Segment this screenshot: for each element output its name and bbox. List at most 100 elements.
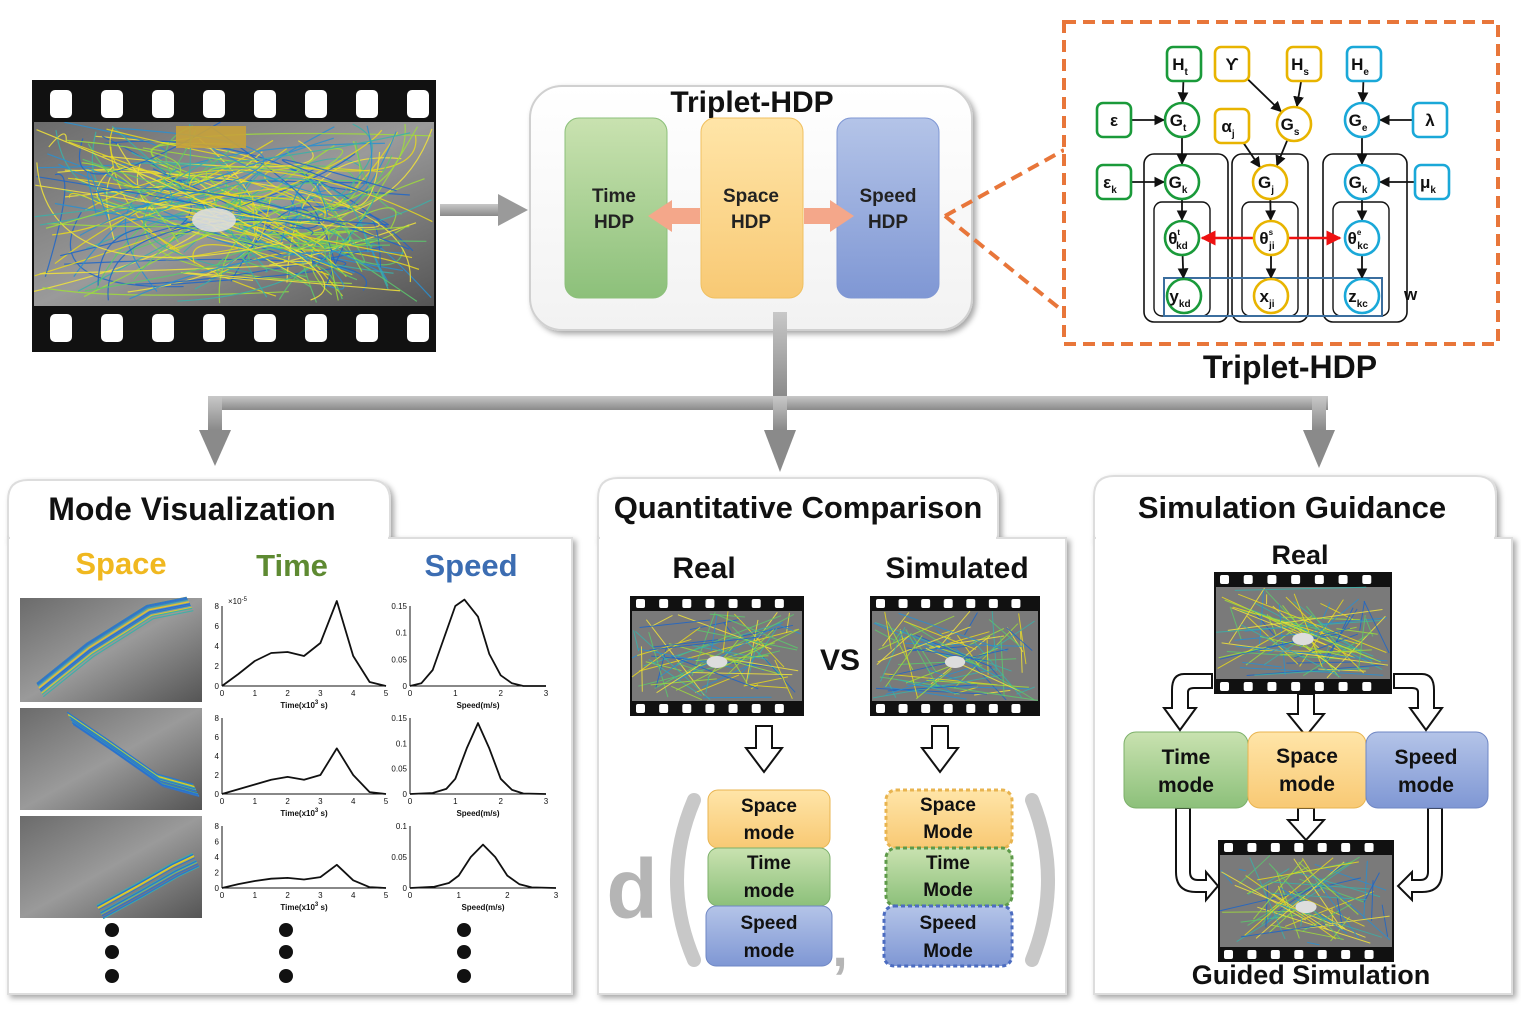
trajectory — [1253, 610, 1277, 638]
trajectory — [883, 673, 998, 686]
film-hole — [876, 704, 885, 713]
svg-text:Mode: Mode — [923, 880, 973, 901]
film-hole — [921, 704, 931, 713]
film-hole — [1291, 682, 1301, 691]
trajectory — [874, 629, 895, 641]
node-shape — [1213, 45, 1251, 83]
film-hole — [407, 314, 429, 342]
trajectory — [727, 629, 775, 675]
svg-text:Speed: Speed — [424, 548, 517, 583]
x-tick-label: 4 — [351, 689, 356, 698]
trajectory — [63, 174, 173, 212]
svg-text:Time: Time — [926, 853, 970, 874]
trajectory — [92, 188, 410, 250]
trajectory — [879, 676, 1039, 701]
trajectory — [635, 630, 711, 701]
trajectory — [898, 612, 1008, 652]
real-video-film — [630, 596, 804, 716]
node-eps: ε — [1095, 101, 1133, 139]
x-tick-label: 0 — [220, 891, 225, 900]
trajectory — [1020, 631, 1023, 673]
film-hole — [1362, 575, 1372, 584]
film-hole — [636, 704, 645, 713]
y-tick-label: 8 — [215, 602, 220, 611]
node-shape — [1252, 219, 1290, 257]
svg-text:Speed: Speed — [1394, 746, 1457, 769]
film-hole — [1364, 843, 1374, 852]
svg-text:Space: Space — [1276, 745, 1338, 768]
input-video-filmstrip — [32, 80, 436, 352]
node-shape — [1343, 277, 1381, 315]
svg-text:mode: mode — [744, 823, 795, 844]
trajectory — [903, 645, 968, 652]
space-mode-trail — [36, 597, 188, 685]
trajectory — [656, 664, 701, 694]
trajectory — [991, 611, 997, 672]
x-tick-label: 4 — [351, 797, 356, 806]
trajectory — [899, 629, 997, 677]
trajectory — [370, 243, 432, 298]
film-hole — [751, 599, 761, 608]
svg-text:Speed: Speed — [859, 186, 916, 207]
trajectory — [1302, 644, 1340, 672]
node-shape — [1275, 105, 1313, 143]
x-tick-label: 2 — [498, 797, 503, 806]
quantitative-comparison-panel: Quantitative Comparison Real Simulated V… — [597, 477, 1067, 995]
node-shape — [1095, 163, 1133, 201]
film-hole — [1011, 599, 1021, 608]
trajectory — [915, 668, 952, 700]
film-hole — [774, 704, 784, 713]
trajectory — [39, 260, 313, 275]
svg-text:mode: mode — [744, 941, 795, 962]
node-shape — [1343, 101, 1381, 139]
space-mode-trail — [101, 863, 199, 917]
node-label: ϒ — [1225, 55, 1238, 74]
trajectory — [1320, 877, 1391, 941]
film-hole — [1364, 950, 1374, 959]
x-tick-label: 2 — [285, 689, 290, 698]
space-mode-trail — [66, 711, 194, 785]
trajectory — [1336, 894, 1343, 926]
trajectory — [1245, 615, 1313, 666]
guide-speed-mode — [1365, 731, 1489, 809]
film-hole — [50, 90, 72, 118]
trajectory — [1229, 606, 1242, 640]
space-mode-trail — [98, 856, 196, 911]
space-mode-trail — [37, 598, 188, 686]
trajectory — [1322, 602, 1331, 620]
x-tick-label: 0 — [408, 891, 413, 900]
guided-simulation-film — [1218, 840, 1394, 962]
trajectory — [207, 125, 373, 197]
graph-edge — [1293, 80, 1304, 108]
x-tick-label: 1 — [456, 891, 461, 900]
trajectory — [733, 613, 785, 668]
film-hole — [988, 599, 998, 608]
svg-text:Simulated: Simulated — [885, 552, 1028, 585]
trajectory — [68, 192, 180, 252]
trajectory — [1321, 913, 1346, 930]
trajectory — [1238, 868, 1247, 872]
trajectory — [1258, 590, 1265, 654]
x-tick-label: 2 — [498, 689, 503, 698]
node-shape — [1345, 45, 1383, 83]
space-mode-trail — [69, 716, 196, 790]
trajectory — [957, 635, 981, 668]
trajectory — [1270, 924, 1344, 940]
trajectory — [218, 198, 313, 304]
film-hole — [1247, 950, 1257, 959]
trajectory — [910, 632, 937, 673]
node-label: ε — [1110, 111, 1118, 130]
mini-chart-3: 0 1 2 3 4 5 0 2 4 6 8 Time(x103 s) — [215, 822, 389, 912]
trajectory — [180, 272, 401, 292]
triplet-hdp-box: Triplet-HDP Time HDP Space HDP Speed HDP — [529, 85, 973, 331]
film-hole — [152, 314, 174, 342]
trajectory — [252, 196, 272, 241]
node-label: μk — [1420, 173, 1436, 196]
trajectory — [279, 180, 329, 250]
film-hole — [1341, 950, 1351, 959]
y-tick-label: 8 — [215, 822, 220, 831]
node-label: He — [1351, 55, 1369, 78]
trajectory — [1006, 627, 1033, 651]
trajectory — [774, 659, 793, 700]
